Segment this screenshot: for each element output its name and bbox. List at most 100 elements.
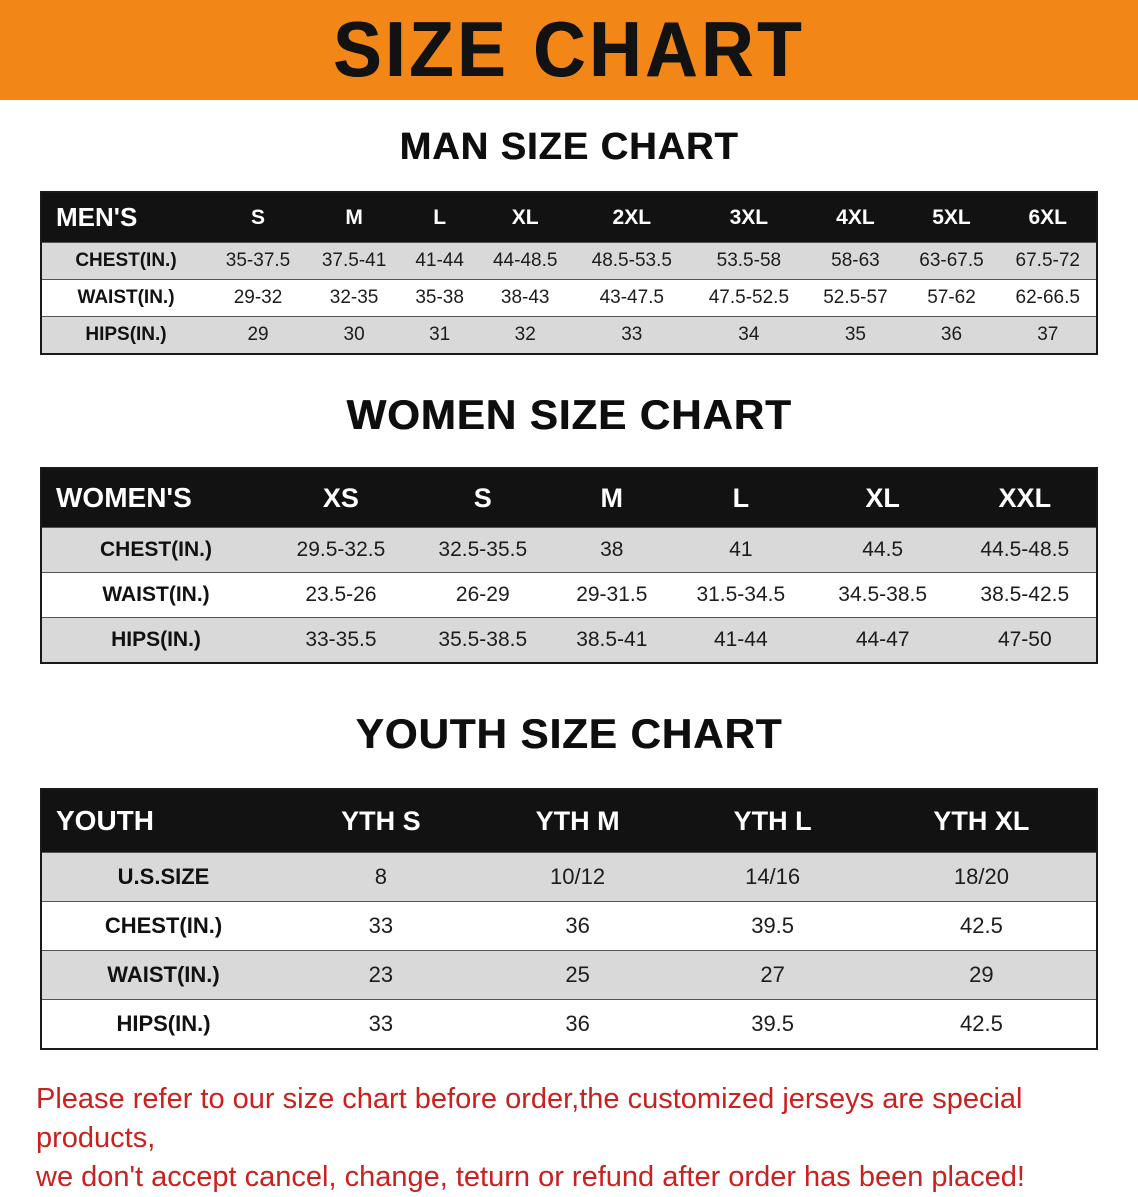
measurement-value: 39.5: [751, 913, 795, 938]
table-header-row: WOMEN'S XS S M L XL XXL: [41, 468, 1097, 528]
size-column-header: S: [251, 205, 266, 229]
measurement-value: 27: [760, 962, 785, 987]
measurement-value: 35.5-38.5: [438, 628, 528, 651]
footer-notice: Please refer to our size chart before or…: [0, 1080, 1138, 1197]
measurement-label: HIPS(IN.): [85, 324, 167, 345]
size-column-header: 4XL: [836, 205, 875, 229]
measurement-value: 62-66.5: [1015, 287, 1080, 308]
measurement-value: 47-50: [997, 628, 1052, 651]
measurement-value: 34.5-38.5: [838, 583, 928, 606]
youth-section-title: YOUTH SIZE CHART: [355, 710, 783, 757]
measurement-value: 33: [368, 913, 394, 938]
measurement-value: 38.5-42.5: [980, 583, 1070, 606]
size-column-header: 3XL: [729, 205, 769, 229]
measurement-value: 25: [565, 962, 590, 987]
table-row: CHEST(IN.) 33 36 39.5 42.5: [41, 901, 1097, 951]
measurement-value: 36: [565, 1011, 590, 1036]
measurement-value: 41: [729, 538, 753, 561]
measurement-value: 41-44: [713, 628, 768, 651]
table-row: U.S.SIZE 8 10/12 14/16 18/20: [41, 852, 1097, 902]
measurement-value: 44.5-48.5: [980, 538, 1070, 561]
size-column-header: 2XL: [612, 205, 652, 229]
table-row: HIPS(IN.) 29 30 31 32 33 34 35 36 37: [41, 316, 1097, 354]
measurement-value: 29: [247, 324, 269, 345]
size-column-header: L: [433, 205, 447, 229]
measurement-value: 29-32: [233, 287, 283, 308]
size-column-header: XL: [511, 205, 539, 229]
table-row: HIPS(IN.) 33-35.5 35.5-38.5 38.5-41 41-44 44-…: [41, 617, 1097, 663]
measurement-value: 32.5-35.5: [438, 538, 528, 561]
measurement-label: U.S.SIZE: [117, 864, 210, 889]
measurement-value: 36: [565, 913, 590, 938]
measurement-value: 32-35: [329, 287, 379, 308]
size-column-header: YTH XL: [933, 805, 1030, 836]
measurement-value: 33: [368, 1011, 394, 1036]
table-corner-label: MEN'S: [56, 202, 138, 232]
table-row: CHEST(IN.) 35-37.5 37.5-41 41-44 44-48.5 48.5…: [41, 242, 1097, 280]
measurement-label: WAIST(IN.): [107, 962, 220, 987]
women-size-table: WOMEN'S XS S M L XL XXL CHEST(IN.) 29.5-32.5 32.5…: [40, 467, 1098, 664]
size-column-header: M: [600, 482, 624, 513]
measurement-value: 32: [514, 324, 536, 345]
size-column-header: 5XL: [932, 205, 971, 229]
measurement-label: WAIST(IN.): [77, 287, 175, 308]
measurement-value: 48.5-53.5: [591, 250, 672, 271]
measurement-value: 35-38: [415, 287, 464, 308]
notice-line-2: we don't accept cancel, change, teturn o…: [36, 1161, 1025, 1194]
measurement-label: CHEST(IN.): [104, 913, 223, 938]
size-column-header: S: [473, 482, 492, 513]
table-header-row: MEN'S S M L XL 2XL 3XL 4XL 5XL 6XL: [41, 192, 1097, 243]
table-row: CHEST(IN.) 29.5-32.5 32.5-35.5 38 41 44.5 44.5…: [41, 527, 1097, 573]
measurement-value: 33-35.5: [305, 628, 377, 651]
size-column-header: L: [732, 482, 750, 513]
measurement-value: 29: [969, 962, 994, 987]
size-column-header: XL: [865, 482, 900, 513]
measurement-label: WAIST(IN.): [102, 583, 210, 606]
size-column-header: YTH M: [535, 805, 620, 836]
measurement-value: 10/12: [550, 864, 606, 889]
women-size-chart-section: WOMEN SIZE CHART WOMEN'S XS S M L XL XXL CHEST(…: [0, 391, 1138, 664]
table-row: WAIST(IN.) 23 25 27 29: [41, 950, 1097, 1000]
page-title: SIZE CHART: [333, 6, 805, 94]
measurement-value: 44-47: [855, 628, 910, 651]
measurement-value: 63-67.5: [919, 250, 984, 271]
measurement-value: 41-44: [415, 250, 464, 271]
size-column-header: YTH L: [733, 805, 812, 836]
measurement-value: 36: [940, 324, 963, 345]
table-row: WAIST(IN.) 23.5-26 26-29 29-31.5 31.5-34.5 34…: [41, 572, 1097, 618]
measurement-value: 39.5: [751, 1011, 795, 1036]
table-corner-label: YOUTH: [56, 805, 154, 836]
measurement-value: 47.5-52.5: [708, 287, 790, 308]
measurement-value: 38: [600, 538, 624, 561]
men-size-table: MEN'S S M L XL 2XL 3XL 4XL 5XL 6XL CHEST(IN.) 35-37…: [40, 191, 1098, 355]
measurement-value: 58-63: [831, 250, 880, 271]
measurement-value: 8: [374, 864, 388, 889]
measurement-value: 14/16: [745, 864, 801, 889]
table-row: WAIST(IN.) 29-32 32-35 35-38 38-43 43-47.5 47.…: [41, 279, 1097, 317]
measurement-value: 43-47.5: [599, 287, 665, 308]
measurement-value: 37.5-41: [321, 250, 387, 271]
measurement-value: 29-31.5: [576, 583, 648, 606]
notice-line-1: Please refer to our size chart before or…: [36, 1083, 1023, 1155]
measurement-label: HIPS(IN.): [111, 628, 201, 651]
man-section-title: MAN SIZE CHART: [399, 126, 739, 168]
measurement-label: CHEST(IN.): [100, 538, 212, 561]
measurement-label: HIPS(IN.): [116, 1011, 211, 1036]
measurement-value: 23.5-26: [305, 583, 377, 606]
measurement-label: CHEST(IN.): [75, 250, 177, 271]
measurement-value: 52.5-57: [823, 287, 888, 308]
measurement-value: 35-37.5: [225, 250, 291, 271]
measurement-value: 57-62: [927, 287, 976, 308]
women-section-title: WOMEN SIZE CHART: [346, 391, 792, 438]
banner: SIZE CHART: [0, 0, 1138, 100]
measurement-value: 53.5-58: [716, 250, 782, 271]
measurement-value: 26-29: [455, 583, 510, 606]
size-column-header: M: [345, 205, 363, 229]
measurement-value: 33: [621, 324, 643, 345]
measurement-value: 18/20: [953, 864, 1009, 889]
table-row: HIPS(IN.) 33 36 39.5 42.5: [41, 999, 1097, 1049]
man-size-chart-section: MAN SIZE CHART MEN'S S M L XL 2XL 3XL 4XL 5XL 6XL…: [0, 126, 1138, 355]
measurement-value: 34: [738, 324, 760, 345]
youth-size-table: YOUTH YTH S YTH M YTH L YTH XL U.S.SIZE 8 10/12…: [40, 788, 1098, 1050]
